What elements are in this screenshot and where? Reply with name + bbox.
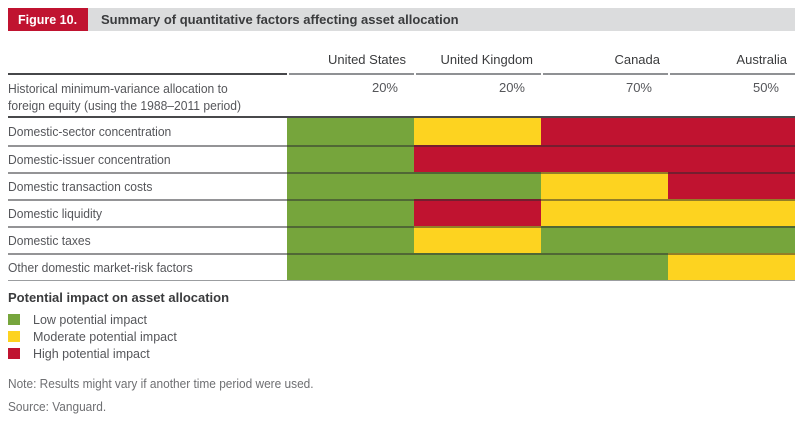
legend-items: Low potential impact Moderate potential i…	[8, 311, 795, 362]
note-text: Note: Results might vary if another time…	[8, 377, 314, 391]
factor-label-cell: Domestic-issuer concentration	[8, 145, 287, 172]
factor-label-cell: Domestic liquidity	[8, 199, 287, 226]
source-text: Source: Vanguard.	[8, 400, 107, 414]
impact-cell-united-kingdom	[414, 253, 541, 280]
impact-cell-canada	[541, 199, 668, 226]
legend-title: Potential impact on asset allocation	[8, 290, 230, 305]
factor-label: Domestic-issuer concentration	[8, 152, 171, 167]
impact-cell-canada	[541, 172, 668, 199]
factor-label: Domestic-sector concentration	[8, 124, 172, 139]
factor-row: Domestic-sector concentration	[8, 118, 795, 145]
column-header: United Kingdom	[416, 52, 541, 75]
factor-label: Other domestic market-risk factors	[8, 260, 193, 275]
impact-cell-united-states	[287, 253, 414, 280]
factor-label-cell: Domestic transaction costs	[8, 172, 287, 199]
impact-cell-united-states	[287, 118, 414, 145]
legend-item: High potential impact	[8, 345, 795, 362]
column-header: Canada	[543, 52, 668, 75]
impact-cell-united-kingdom	[414, 172, 541, 199]
low-impact-swatch	[8, 314, 20, 325]
figure-title: Summary of quantitative factors affectin…	[101, 12, 459, 27]
allocation-value: 20%	[498, 80, 525, 95]
figure-header: Figure 10. Summary of quantitative facto…	[8, 8, 795, 31]
impact-cell-united-states	[287, 226, 414, 253]
factor-row: Domestic transaction costs	[8, 172, 795, 199]
legend-item-label: High potential impact	[33, 346, 150, 361]
factor-row: Domestic taxes	[8, 226, 795, 253]
factor-label-cell: Domestic-sector concentration	[8, 118, 287, 145]
factor-label-cell: Other domestic market-risk factors	[8, 253, 287, 280]
column-header: United States	[289, 52, 414, 75]
impact-cell-canada	[541, 226, 668, 253]
impact-cell-united-kingdom	[414, 145, 541, 172]
factors-table: United States United Kingdom Canada Austral…	[8, 31, 795, 281]
allocation-value: 50%	[752, 80, 779, 95]
factor-label: Domestic liquidity	[8, 206, 103, 221]
factor-label-cell: Domestic taxes	[8, 226, 287, 253]
moderate-impact-swatch	[8, 331, 20, 342]
factor-row: Domestic liquidity	[8, 199, 795, 226]
allocation-value: 20%	[371, 80, 398, 95]
legend-item-label: Low potential impact	[33, 312, 147, 327]
legend-item: Low potential impact	[8, 311, 795, 328]
impact-cell-canada	[541, 145, 668, 172]
figure-badge: Figure 10.	[8, 8, 88, 31]
allocation-label-cell: Historical minimum-variance allocation t…	[8, 75, 287, 116]
impact-cell-united-kingdom	[414, 199, 541, 226]
impact-cell-australia	[668, 199, 795, 226]
column-header-row: United States United Kingdom Canada Austral…	[8, 31, 795, 75]
allocation-row: Historical minimum-variance allocation t…	[8, 75, 795, 118]
figure-badge-label: Figure 10.	[18, 12, 78, 27]
factor-label: Domestic taxes	[8, 233, 91, 248]
legend-item: Moderate potential impact	[8, 328, 795, 345]
high-impact-swatch	[8, 348, 20, 359]
column-header-spacer	[8, 51, 287, 75]
impact-cell-united-states	[287, 172, 414, 199]
factor-label: Domestic transaction costs	[8, 179, 153, 194]
impact-cell-australia	[668, 172, 795, 199]
impact-cell-australia	[668, 118, 795, 145]
legend: Potential impact on asset allocation Low…	[8, 290, 795, 362]
impact-cell-united-states	[287, 199, 414, 226]
impact-cell-united-kingdom	[414, 226, 541, 253]
allocation-value: 70%	[625, 80, 652, 95]
footnotes: Note: Results might vary if another time…	[8, 377, 795, 414]
allocation-label: Historical minimum-variance allocation t…	[8, 81, 242, 113]
factor-row: Other domestic market-risk factors	[8, 253, 795, 280]
figure-title-bar: Summary of quantitative factors affectin…	[88, 8, 795, 31]
factor-row: Domestic-issuer concentration	[8, 145, 795, 172]
factor-rows: Domestic-sector concentration Domestic-is…	[8, 118, 795, 281]
impact-cell-united-states	[287, 145, 414, 172]
column-header: Australia	[670, 52, 795, 75]
impact-cell-united-kingdom	[414, 118, 541, 145]
legend-item-label: Moderate potential impact	[33, 329, 177, 344]
impact-cell-canada	[541, 118, 668, 145]
impact-cell-canada	[541, 253, 668, 280]
impact-cell-australia	[668, 226, 795, 253]
impact-cell-australia	[668, 253, 795, 280]
impact-cell-australia	[668, 145, 795, 172]
